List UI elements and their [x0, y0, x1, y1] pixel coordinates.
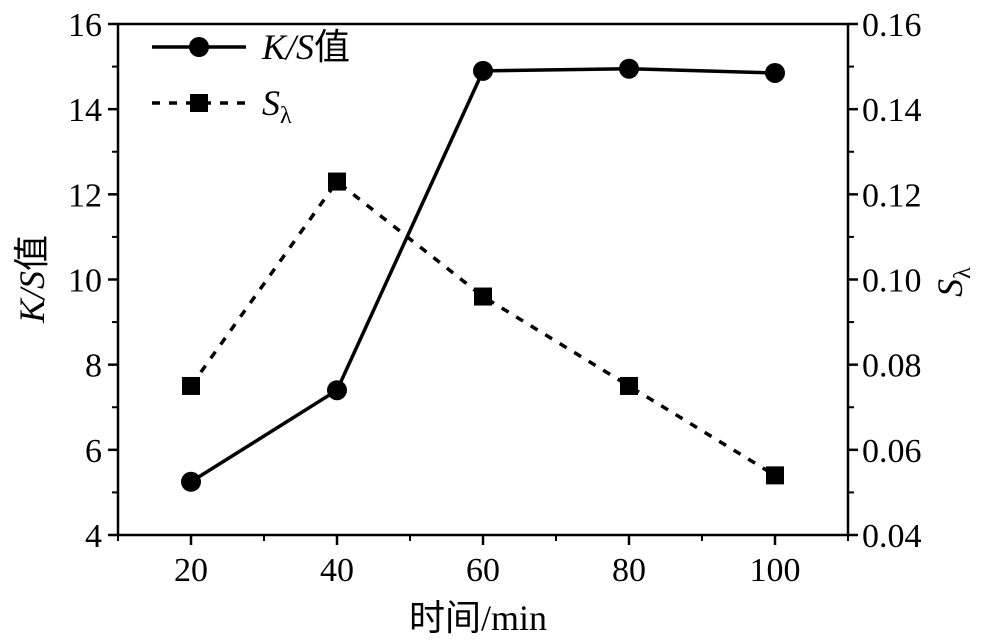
y-right-tick-label: 0.10	[862, 263, 922, 300]
series-1-line	[190, 66, 776, 484]
y-right-ticks: 0.04 0.06 0.08 0.10 0.12 0.14 0.16	[848, 7, 922, 555]
legend-1-label-suffix: 值	[314, 27, 350, 67]
y-left-tick-label: 16	[68, 7, 102, 44]
y-left-axis-label: K/S值	[12, 235, 52, 324]
y-right-axis-label: Sλ	[930, 267, 976, 297]
legend-1-label-main: K/S	[261, 27, 314, 67]
legend-1-label: K/S值	[261, 27, 350, 67]
legend-1-marker	[189, 37, 209, 57]
series-1-point	[619, 58, 639, 79]
y-right-tick-label: 0.14	[862, 92, 922, 129]
x-tick-label: 20	[174, 552, 208, 589]
x-tick-label: 60	[466, 552, 500, 589]
y-right-axis-label-main: S	[930, 279, 970, 297]
x-axis-label: 时间/min	[409, 598, 547, 638]
series-1-point	[765, 62, 785, 83]
y-left-ticks: 4 6 8 10 12 14 16	[68, 7, 118, 555]
y-right-axis-label-sub: λ	[950, 267, 976, 279]
series-layer	[181, 58, 785, 492]
y-right-tick-label: 0.06	[862, 433, 922, 470]
series-1-point	[473, 60, 493, 81]
legend-2-label-sub: λ	[280, 103, 292, 129]
y-right-tick-label: 0.08	[862, 348, 922, 385]
legend-2-label-main: S	[262, 83, 280, 123]
y-right-tick-label: 0.12	[862, 177, 922, 214]
series-2-point	[620, 376, 638, 395]
series-2-line	[189, 179, 776, 477]
x-tick-label: 100	[750, 552, 801, 589]
series-1-point	[327, 380, 347, 401]
legend-2-marker	[190, 94, 208, 112]
y-left-tick-label: 10	[68, 263, 102, 300]
series-1-point	[181, 471, 201, 492]
y-left-axis-label-main: K/S	[12, 271, 52, 324]
x-tick-label: 80	[612, 552, 646, 589]
y-right-tick-label: 0.16	[862, 7, 922, 44]
y-left-tick-label: 4	[85, 518, 102, 555]
series-2-point	[328, 172, 346, 191]
x-tick-label: 40	[320, 552, 354, 589]
y-left-tick-label: 12	[68, 177, 102, 214]
y-left-tick-label: 8	[85, 348, 102, 385]
legend-2-label: Sλ	[262, 83, 292, 129]
y-left-tick-label: 14	[68, 92, 102, 129]
y-left-axis-label-suffix: 值	[12, 235, 52, 271]
x-ticks: 20 40 60 80 100	[117, 535, 849, 589]
y-left-tick-label: 6	[85, 433, 102, 470]
y-right-tick-label: 0.04	[862, 518, 922, 555]
series-2-point	[766, 466, 784, 485]
series-2-point	[474, 287, 492, 306]
series-2-point	[182, 376, 200, 395]
